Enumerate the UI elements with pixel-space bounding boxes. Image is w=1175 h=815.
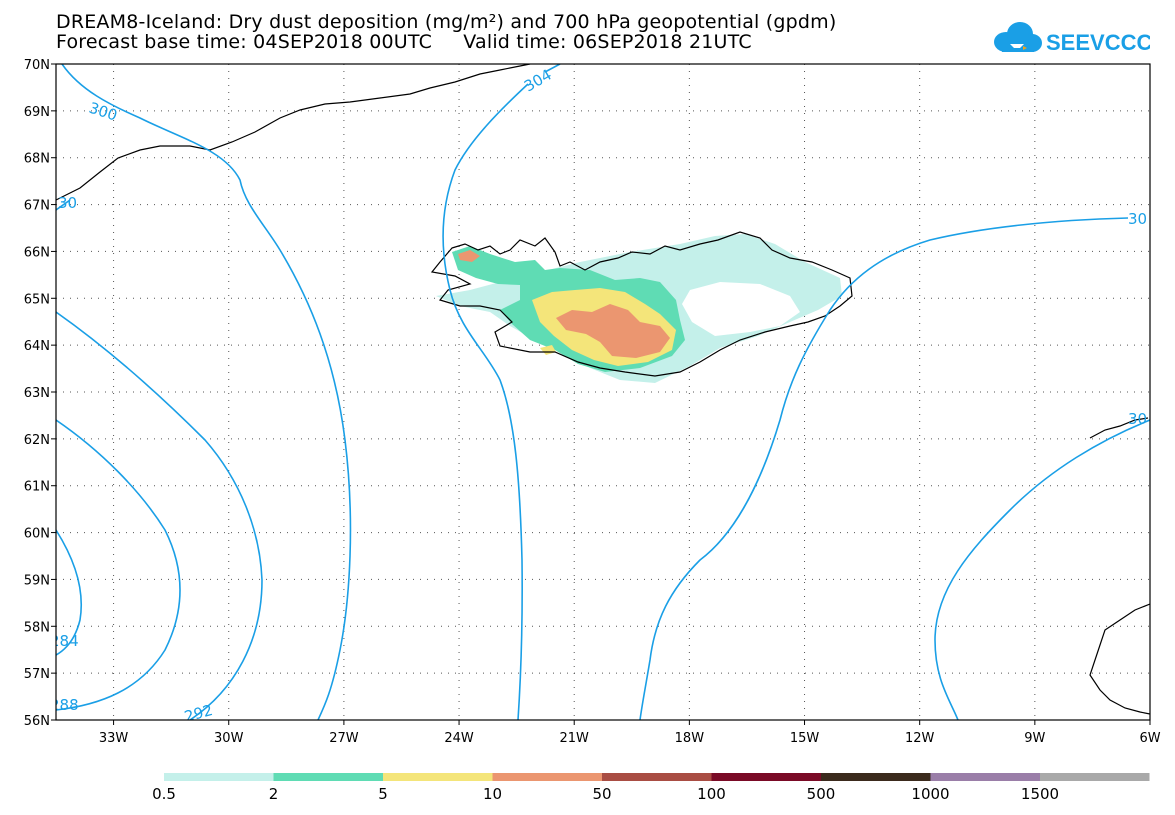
y-tick-label: 67N — [24, 199, 50, 214]
coastline-scotland — [1089, 603, 1150, 715]
contour-300-northwest — [61, 64, 352, 720]
contour-296 — [56, 311, 263, 720]
y-tick-label: 62N — [24, 433, 50, 448]
y-tick-label: 69N — [24, 105, 50, 120]
coastline-greenland — [56, 64, 531, 201]
contour-304-top — [544, 64, 561, 73]
y-tick-label: 61N — [24, 480, 50, 495]
y-tick-label: 68N — [24, 152, 50, 167]
contour-label: 30 — [58, 194, 77, 212]
colorbar-label: 2 — [269, 785, 279, 803]
y-tick-label: 70N — [24, 58, 50, 73]
x-tick-label: 30W — [214, 731, 244, 746]
x-tick-label: 21W — [560, 731, 590, 746]
gridlines — [56, 64, 1150, 720]
y-tick-label: 64N — [24, 339, 50, 354]
colorbar-label: 50 — [592, 785, 611, 803]
y-tick-label: 57N — [24, 667, 50, 682]
y-tick-label: 59N — [24, 573, 50, 588]
contour-label: 288 — [50, 696, 79, 714]
chart-subtitle: Forecast base time: 04SEP2018 00UTC Vali… — [56, 31, 752, 53]
contour-300-southeast — [934, 419, 1150, 720]
colorbar-swatch — [821, 773, 931, 781]
contour-label: 284 — [50, 632, 79, 650]
x-tick-label: 33W — [99, 731, 129, 746]
colorbar-swatch — [383, 773, 493, 781]
x-tick-label: 9W — [1024, 731, 1045, 746]
dust-level-10 — [556, 304, 670, 358]
dust-deposition-field — [436, 234, 842, 383]
colorbar-label: 1500 — [1021, 785, 1059, 803]
chart-title: DREAM8-Iceland: Dry dust deposition (mg/… — [56, 11, 837, 33]
geopotential-contours — [56, 64, 1150, 720]
seevccc-logo: SEEVCCC — [994, 22, 1150, 55]
colorbar-label: 1000 — [911, 785, 949, 803]
x-tick-label: 24W — [444, 731, 474, 746]
colorbar-legend: 0.5 2 5 10 50 100 500 1000 1500 — [152, 773, 1150, 803]
cloud-icon — [994, 22, 1042, 52]
colorbar-swatch — [711, 773, 821, 781]
colorbar-label: 5 — [378, 785, 388, 803]
colorbar-swatch — [164, 773, 274, 781]
dust-level-10-spot — [458, 250, 480, 262]
x-tick-label: 6W — [1139, 731, 1160, 746]
y-tick-label: 58N — [24, 620, 50, 635]
y-tick-label: 63N — [24, 386, 50, 401]
colorbar-swatch — [930, 773, 1040, 781]
y-tick-label: 66N — [24, 245, 50, 260]
contour-288 — [56, 529, 83, 656]
contour-304-main — [442, 83, 529, 720]
latitude-ticks: 56N 57N 58N 59N 60N 61N 62N 63N 64N 65N 66N 67N 68N 6… — [24, 58, 56, 729]
x-tick-label: 18W — [675, 731, 705, 746]
coastline-iceland — [430, 231, 853, 377]
dust-level-0-5-clear — [682, 282, 800, 336]
contour-label: 30 — [1128, 410, 1147, 428]
x-tick-label: 12W — [905, 731, 935, 746]
x-tick-label: 15W — [790, 731, 820, 746]
contour-label: 30 — [1128, 210, 1147, 228]
colorbar-swatch — [602, 773, 712, 781]
colorbar-swatch — [1040, 773, 1150, 781]
contour-300-east — [639, 217, 1129, 720]
logo-text: SEEVCCC — [1046, 30, 1150, 55]
colorbar-label: 0.5 — [152, 785, 176, 803]
colorbar-label: 500 — [807, 785, 836, 803]
colorbar-swatch — [273, 773, 383, 781]
longitude-ticks: 33W 30W 27W 24W 21W 18W 15W 12W 9W 6W — [99, 720, 1161, 746]
y-tick-label: 56N — [24, 714, 50, 729]
contour-label: 292 — [182, 701, 214, 726]
y-tick-label: 60N — [24, 527, 50, 542]
contour-292 — [56, 419, 181, 711]
coastline-faroe — [1089, 417, 1149, 439]
colorbar-label: 100 — [697, 785, 726, 803]
y-tick-label: 65N — [24, 292, 50, 307]
coastlines — [56, 64, 1150, 715]
colorbar-swatch — [492, 773, 602, 781]
contour-300-corner — [56, 199, 71, 211]
x-tick-label: 27W — [329, 731, 359, 746]
colorbar-label: 10 — [483, 785, 502, 803]
